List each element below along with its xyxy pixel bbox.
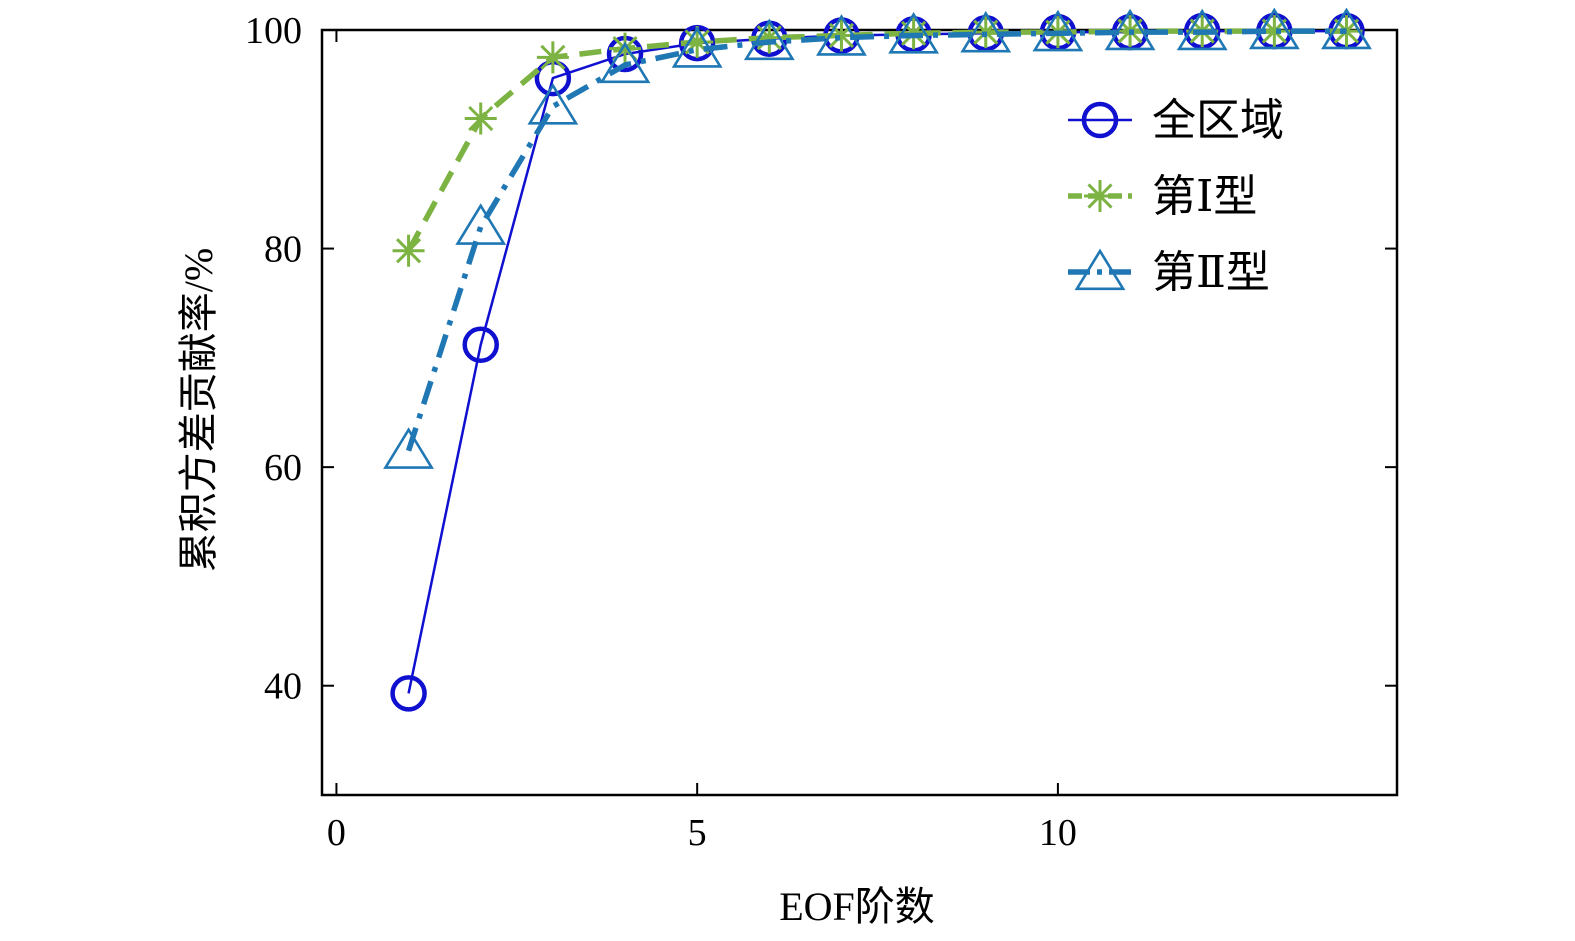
data-point bbox=[825, 19, 858, 52]
data-point bbox=[753, 21, 786, 54]
data-point bbox=[743, 18, 795, 61]
x-tick-label: 5 bbox=[688, 812, 707, 854]
series-group bbox=[383, 7, 1372, 712]
legend-label: 第Ⅱ型 bbox=[1152, 248, 1270, 297]
series-3 bbox=[383, 7, 1372, 469]
legend-marker bbox=[1074, 248, 1126, 291]
legend-marker bbox=[1084, 180, 1116, 212]
x-tick-label: 0 bbox=[327, 812, 346, 854]
y-tick-label: 40 bbox=[264, 666, 302, 708]
data-point bbox=[888, 11, 940, 54]
y-tick-label: 80 bbox=[264, 229, 302, 271]
data-point bbox=[816, 14, 867, 56]
plot-frame bbox=[320, 28, 1399, 797]
data-point bbox=[455, 203, 507, 245]
data-point bbox=[1176, 8, 1228, 51]
data-point bbox=[1258, 15, 1291, 48]
x-tick-label: 10 bbox=[1039, 812, 1077, 854]
data-point bbox=[527, 83, 579, 125]
legend-entry: 第Ⅰ型 bbox=[1068, 172, 1257, 221]
y-tick-label: 100 bbox=[245, 10, 302, 52]
axes: 0 5 10 40 60 80 100 bbox=[245, 10, 1399, 854]
data-point bbox=[1104, 8, 1156, 51]
data-point bbox=[392, 234, 425, 267]
y-axis-title: 累积方差贡献率/% bbox=[176, 248, 221, 572]
data-point bbox=[671, 26, 723, 68]
data-point bbox=[681, 26, 714, 59]
x-axis-title: EOF阶数 bbox=[779, 884, 935, 929]
data-point bbox=[464, 102, 497, 135]
data-point bbox=[390, 675, 427, 712]
data-point bbox=[1330, 15, 1363, 48]
legend-entry: 全区域 bbox=[1068, 96, 1284, 145]
data-point bbox=[960, 10, 1012, 53]
legend-entry: 第Ⅱ型 bbox=[1068, 248, 1270, 297]
data-point bbox=[1032, 9, 1084, 52]
data-point bbox=[1321, 7, 1372, 50]
data-point bbox=[383, 427, 434, 469]
legend-label: 全区域 bbox=[1152, 96, 1284, 145]
data-point bbox=[462, 326, 499, 363]
legend-label: 第Ⅰ型 bbox=[1152, 172, 1257, 221]
data-point bbox=[609, 32, 642, 65]
data-point bbox=[536, 41, 569, 74]
y-tick-label: 60 bbox=[264, 447, 302, 489]
data-point bbox=[1248, 7, 1300, 50]
data-point bbox=[599, 41, 651, 84]
legend-marker bbox=[1081, 101, 1119, 139]
